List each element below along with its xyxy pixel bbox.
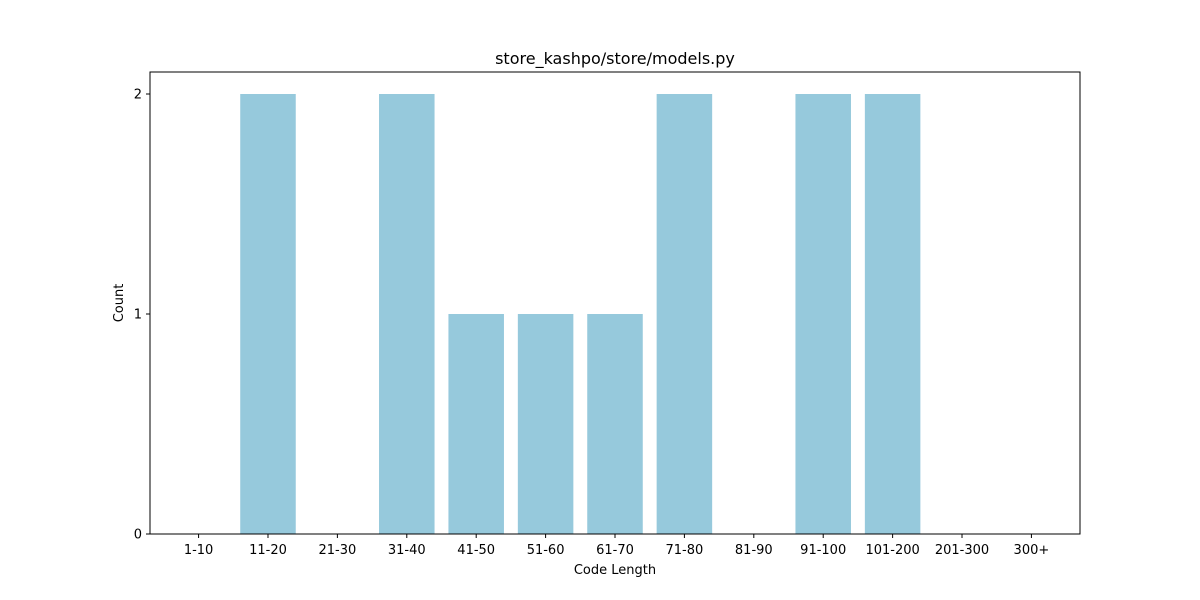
bar-91-100 <box>795 94 851 534</box>
bar-41-50 <box>448 314 504 534</box>
bar-31-40 <box>379 94 435 534</box>
y-tick-label: 1 <box>134 308 142 323</box>
x-tick-label: 61-70 <box>596 543 634 558</box>
y-axis-ticks: 0 1 2 <box>134 88 150 543</box>
x-axis-label: Code Length <box>574 563 656 578</box>
x-tick-label: 41-50 <box>457 543 495 558</box>
y-axis-label: Count <box>112 284 127 323</box>
x-tick-label: 71-80 <box>666 543 704 558</box>
x-tick-label: 201-300 <box>935 543 989 558</box>
bar-71-80 <box>656 94 713 534</box>
y-tick-label: 2 <box>134 88 142 103</box>
x-axis-ticks: 1-10 11-20 21-30 31-40 41-50 51-60 61-70 71-80 8… <box>184 534 1049 558</box>
bar-51-60 <box>517 314 574 534</box>
bars-group <box>240 94 921 534</box>
x-tick-label: 91-100 <box>800 543 846 558</box>
x-tick-label: 21-30 <box>318 543 356 558</box>
bar-61-70 <box>587 314 643 534</box>
x-tick-label: 51-60 <box>527 543 565 558</box>
bar-11-20 <box>240 94 296 534</box>
x-tick-label: 81-90 <box>735 543 773 558</box>
x-tick-label: 300+ <box>1014 543 1050 558</box>
chart-title: store_kashpo/store/models.py <box>495 49 735 69</box>
x-tick-label: 31-40 <box>388 543 426 558</box>
x-tick-label: 11-20 <box>249 543 287 558</box>
x-tick-label: 101-200 <box>865 543 919 558</box>
bar-101-200 <box>864 94 921 534</box>
x-tick-label: 1-10 <box>184 543 214 558</box>
y-tick-label: 0 <box>134 528 142 543</box>
